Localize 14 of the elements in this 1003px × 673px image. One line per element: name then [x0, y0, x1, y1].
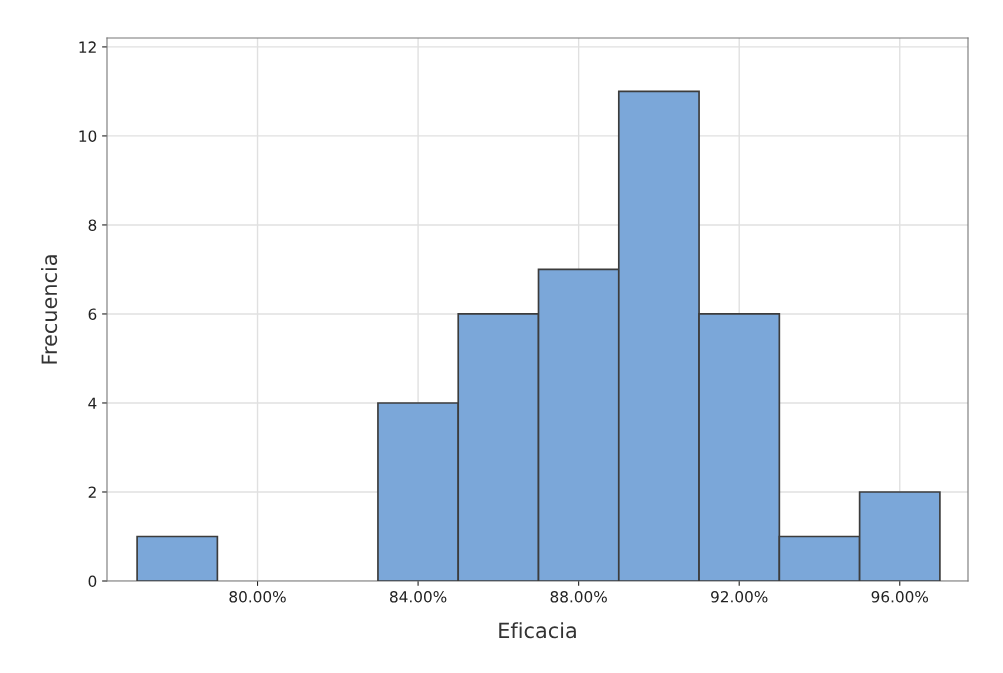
x-tick-label: 88.00%	[550, 590, 607, 603]
y-tick-label: 8	[88, 219, 97, 231]
x-tick-label: 84.00%	[389, 590, 447, 603]
y-tick-label: 6	[88, 308, 97, 320]
y-tick-label: 10	[79, 130, 97, 142]
y-tick-label: 12	[79, 41, 96, 53]
x-tick-label: 96.00%	[871, 590, 929, 603]
x-tick-label: 80.00%	[229, 590, 286, 603]
x-axis-title: Eficacia	[499, 622, 576, 639]
y-tick-label: 0	[88, 575, 97, 588]
y-tick-label: 4	[88, 397, 97, 409]
y-tick-label: 2	[88, 486, 96, 498]
y-axis-title: Frecuencia	[41, 255, 58, 364]
x-tick-label: 92.00%	[711, 590, 768, 603]
